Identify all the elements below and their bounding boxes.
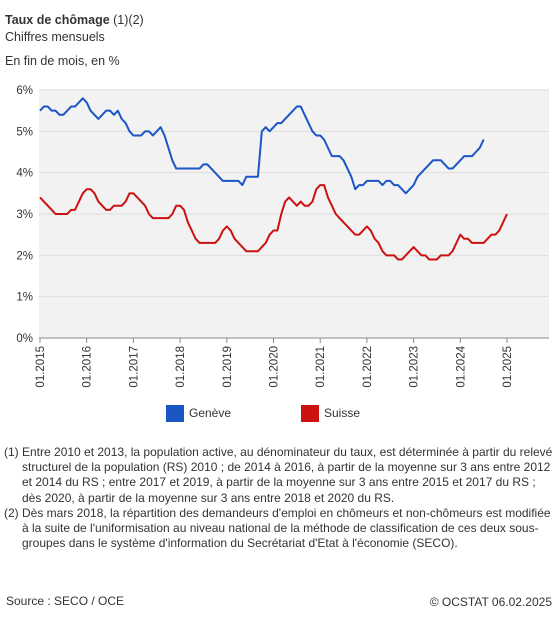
line-chart: 0%1%2%3%4%5%6% 01.2015 01.2016 01.2017 01.2…	[16, 85, 549, 388]
legend-swatch-geneve	[166, 404, 184, 422]
x-tick-label: 01.2025	[502, 346, 514, 388]
x-tick-label: 01.2020	[269, 346, 281, 388]
y-axis-unit-label: En fin de mois, en %	[5, 54, 120, 68]
legend-label-geneve: Genève	[189, 406, 232, 420]
legend-label-suisse: Suisse	[324, 406, 361, 420]
x-tick-label: 01.2023	[409, 346, 421, 388]
footnote-number: (1)	[4, 445, 19, 459]
y-tick-label: 6%	[16, 85, 33, 97]
chart-title-notes-ref: (1)(2)	[109, 13, 144, 27]
copyright-notice: © OCSTAT 06.02.2025	[429, 595, 552, 609]
y-tick-label: 3%	[16, 209, 33, 221]
x-tick-label: 01.2016	[82, 346, 94, 388]
y-tick-label: 4%	[16, 168, 33, 180]
footnote-number: (2)	[4, 505, 19, 520]
x-axis-ticks: 01.2015 01.2016 01.2017 01.2018 01.2019 01.20…	[35, 338, 514, 388]
series-lines	[39, 97, 508, 261]
y-axis-ticks: 0% 1% 2% 3% 4% 5% 6%	[16, 85, 33, 345]
footnote-text: Entre 2010 et 2013, la population active…	[22, 445, 553, 505]
legend-swatch-suisse	[301, 404, 319, 422]
chart-title-main: Taux de chômage	[5, 13, 110, 27]
x-tick-label: 01.2019	[222, 346, 234, 388]
footnote-text: Dès mars 2018, la répartition des demand…	[22, 505, 551, 551]
x-tick-label: 01.2022	[362, 346, 374, 388]
footnote-1: (1) Entre 2010 et 2013, la population ac…	[4, 445, 553, 506]
chart-subtitle: Chiffres mensuels	[5, 30, 105, 44]
x-tick-label: 01.2018	[175, 346, 187, 388]
x-tick-label: 01.2024	[455, 345, 467, 387]
y-tick-label: 2%	[16, 250, 33, 262]
source-credit: Source : SECO / OCE	[6, 594, 125, 608]
grid-lines	[39, 89, 549, 339]
legend-item-geneve[interactable]: Genève	[166, 404, 231, 422]
legend-item-suisse[interactable]: Suisse	[301, 404, 360, 422]
y-tick-label: 5%	[16, 126, 33, 138]
x-tick-label: 01.2017	[128, 346, 140, 388]
y-tick-label: 1%	[16, 292, 33, 304]
footnotes: (1) Entre 2010 et 2013, la population ac…	[4, 445, 553, 551]
x-tick-label: 01.2015	[35, 346, 47, 388]
chart-title: Taux de chômage (1)(2)	[5, 13, 144, 27]
series-line-suisse[interactable]	[39, 184, 508, 261]
footnote-2: (2) Dès mars 2018, la répartition des de…	[4, 506, 553, 552]
series-line-geneve[interactable]	[39, 97, 485, 195]
x-tick-label: 01.2021	[315, 346, 327, 388]
y-tick-label: 0%	[16, 333, 33, 345]
